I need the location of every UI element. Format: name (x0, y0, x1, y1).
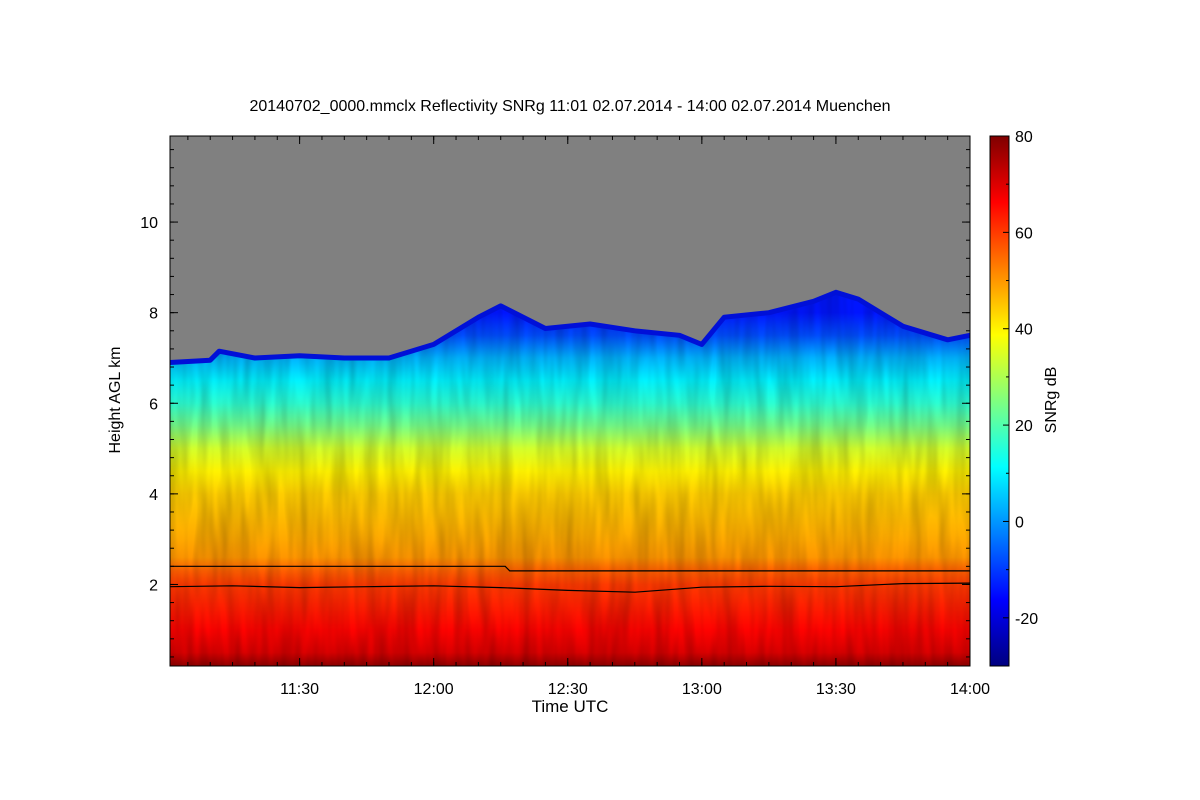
colorbar-tick-label: 60 (1015, 225, 1033, 242)
colorbar-tick-label: -20 (1015, 611, 1038, 628)
x-tick-label: 12:00 (414, 681, 454, 698)
x-tick-label: 14:00 (950, 681, 990, 698)
colorbar: -20 0 20 40 60 80 (989, 129, 1038, 667)
upper-boundary-line (170, 565, 970, 572)
y-tick-label: 10 (140, 215, 158, 232)
y-tick-label: 8 (149, 306, 158, 323)
colorbar-tick-label: 40 (1015, 322, 1033, 339)
lower-boundary-line (170, 582, 970, 593)
chart-title: 20140702_0000.mmclx Reflectivity SNRg 11… (249, 98, 891, 115)
y-tick-label: 6 (149, 396, 158, 413)
colorbar-tick-label: 0 (1015, 514, 1024, 531)
x-tick-label: 13:30 (816, 681, 856, 698)
colorbar-tick-label: 80 (1015, 129, 1033, 146)
colorbar-label: SNRg dB (1043, 366, 1060, 434)
colorbar-tick-label: 20 (1015, 418, 1033, 435)
cloud-top-edge (170, 289, 970, 365)
axes-and-ticks: 2 4 6 8 10 11:30 12:00 12:30 13:00 13:30 14:00 (140, 135, 990, 698)
x-tick-label: 12:30 (548, 681, 588, 698)
x-axis-label: Time UTC (531, 697, 609, 716)
y-tick-label: 2 (149, 577, 158, 594)
y-axis-label: Height AGL km (107, 346, 124, 454)
plot-area (170, 136, 970, 666)
plot-frame (169, 135, 971, 667)
x-tick-label: 11:30 (280, 681, 319, 698)
y-tick-label: 4 (149, 487, 158, 504)
colorbar-scale (989, 135, 1010, 667)
x-tick-label: 13:00 (682, 681, 722, 698)
